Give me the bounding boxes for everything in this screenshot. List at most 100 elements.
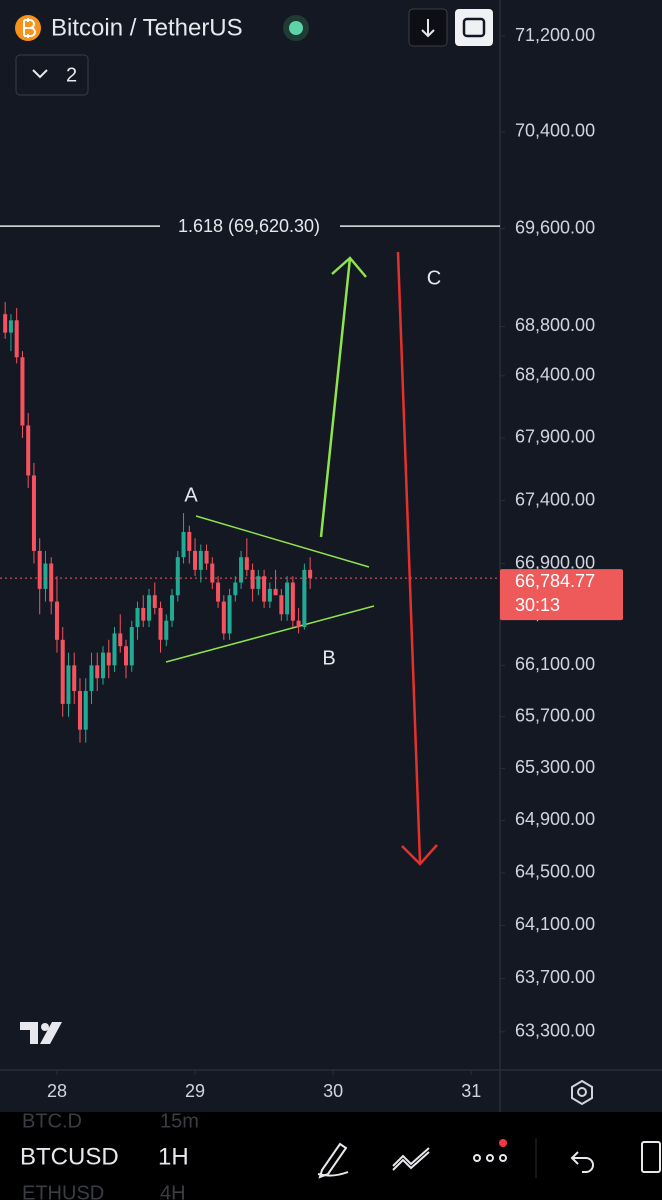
candle-body <box>239 557 244 583</box>
candle-body <box>285 582 290 615</box>
candle-body <box>100 652 106 679</box>
candle-body <box>72 665 77 692</box>
download-icon <box>421 19 435 38</box>
candle-body <box>262 576 267 602</box>
undo-button[interactable] <box>570 1151 594 1173</box>
y-tick-label: 65,300.00 <box>515 757 595 777</box>
candle-body <box>43 563 48 589</box>
candle-body <box>14 320 19 358</box>
candle-body <box>210 563 215 583</box>
layout-button[interactable] <box>641 1141 661 1173</box>
y-tick-label: 65,700.00 <box>515 706 595 726</box>
candle-body <box>158 607 163 640</box>
watch-symbol[interactable]: BTCUSD <box>20 1143 119 1170</box>
last-price-label: 66,784.77 <box>515 571 595 591</box>
candle-body <box>221 601 226 634</box>
candle-body <box>31 475 36 551</box>
candle-body <box>3 314 8 333</box>
candle-body <box>37 550 42 589</box>
candle-body <box>83 691 88 730</box>
candle-body <box>216 582 221 602</box>
y-tick-label: 67,400.00 <box>515 489 595 509</box>
watch-interval[interactable]: 15m <box>160 1110 199 1132</box>
y-tick-label: 63,700.00 <box>515 967 595 987</box>
candle-body <box>204 550 209 564</box>
candle-body <box>60 639 65 704</box>
candle-body <box>54 601 59 640</box>
draw-tool[interactable] <box>317 1142 349 1179</box>
y-tick-label: 63,300.00 <box>515 1021 595 1041</box>
candle-body <box>135 607 140 628</box>
chevron-icon <box>32 69 48 79</box>
candle-body <box>302 569 307 628</box>
candle-body <box>89 665 94 692</box>
triangle-lower <box>165 605 375 663</box>
candle-body <box>147 595 152 621</box>
down-arrow <box>396 251 438 866</box>
candle-body <box>193 550 198 570</box>
candle-body <box>141 607 146 621</box>
candle-body <box>77 691 82 730</box>
candle-body <box>279 595 284 615</box>
candle-body <box>118 633 123 647</box>
last-price-box <box>500 569 623 621</box>
candle-body <box>175 557 180 596</box>
annotation: A <box>184 484 198 506</box>
candle-body <box>227 595 232 634</box>
y-tick-label: 68,400.00 <box>515 365 595 385</box>
y-tick-label: 64,900.00 <box>515 809 595 829</box>
notification-dot <box>499 1139 507 1147</box>
candle-body <box>290 582 295 621</box>
candle-body <box>164 620 169 640</box>
trend-tool[interactable] <box>392 1147 430 1171</box>
candle-body <box>296 620 301 628</box>
countdown: 30:13 <box>515 595 560 615</box>
candle-body <box>106 652 111 666</box>
candle-body <box>273 588 278 596</box>
annotation: B <box>322 647 335 669</box>
y-tick-label: 69,600.00 <box>515 217 595 237</box>
candle-body <box>152 595 157 608</box>
fullscreen-button[interactable] <box>455 9 493 46</box>
candle-body <box>26 425 31 476</box>
y-tick-label: 66,100.00 <box>515 654 595 674</box>
candle-body <box>112 633 117 666</box>
candle-body <box>250 569 255 589</box>
candle-body <box>181 531 186 558</box>
watch-interval[interactable]: 1H <box>158 1143 189 1170</box>
symbol-title: Bitcoin / TetherUS <box>51 14 243 41</box>
indicator-count: 2 <box>66 64 77 86</box>
logo <box>20 1022 62 1044</box>
y-tick-label: 70,400.00 <box>515 121 595 141</box>
logo <box>41 1023 49 1031</box>
candle-body <box>170 595 175 621</box>
settings-icon <box>577 1087 587 1097</box>
candle-body <box>267 588 272 602</box>
more-button[interactable] <box>473 1154 507 1162</box>
y-tick-label: 67,900.00 <box>515 427 595 447</box>
candle-body <box>308 569 313 579</box>
x-tick-label: 31 <box>461 1081 481 1101</box>
watch-interval[interactable]: 4H <box>160 1182 186 1200</box>
annotation: C <box>427 267 441 289</box>
candle-body <box>20 357 25 426</box>
watch-symbol[interactable]: ETHUSD <box>22 1182 104 1200</box>
watch-symbol[interactable]: BTC.D <box>22 1110 82 1132</box>
indicator-toggle[interactable] <box>15 54 89 96</box>
y-tick-label: 64,100.00 <box>515 914 595 934</box>
candle-body <box>244 557 249 570</box>
candle-body <box>187 531 192 551</box>
fib-label-bg <box>160 214 340 239</box>
candle-body <box>233 582 238 596</box>
candle-body <box>256 576 261 589</box>
y-tick-label: 64,500.00 <box>515 862 595 882</box>
y-tick-label: 66,900.00 <box>515 552 595 572</box>
x-tick-label: 29 <box>185 1081 205 1101</box>
x-tick-label: 28 <box>47 1081 67 1101</box>
candle-body <box>198 550 203 570</box>
candle-body <box>8 320 13 333</box>
settings-button[interactable] <box>571 1079 593 1106</box>
triangle-upper <box>195 515 370 568</box>
